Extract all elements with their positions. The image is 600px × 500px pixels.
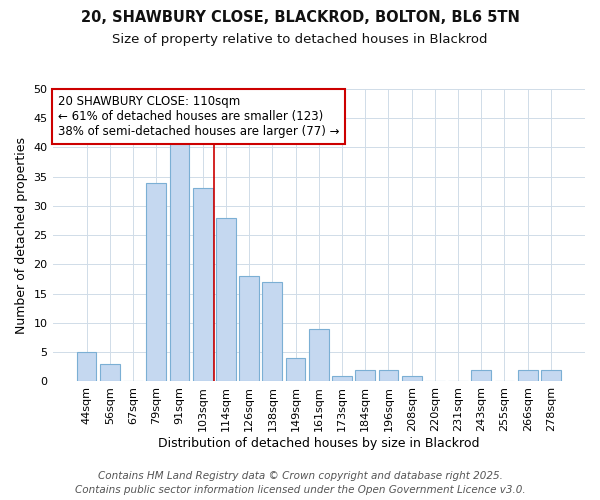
Bar	[472, 370, 491, 382]
Bar	[239, 276, 259, 382]
Text: Contains HM Land Registry data © Crown copyright and database right 2025.
Contai: Contains HM Land Registry data © Crown c…	[74, 471, 526, 495]
Bar	[286, 358, 305, 382]
Bar	[77, 352, 97, 382]
Bar	[146, 182, 166, 382]
Bar	[262, 282, 282, 382]
Text: 20 SHAWBURY CLOSE: 110sqm
← 61% of detached houses are smaller (123)
38% of semi: 20 SHAWBURY CLOSE: 110sqm ← 61% of detac…	[58, 95, 340, 138]
Bar	[100, 364, 119, 382]
Bar	[402, 376, 422, 382]
Bar	[170, 136, 190, 382]
Text: Size of property relative to detached houses in Blackrod: Size of property relative to detached ho…	[112, 32, 488, 46]
Text: 20, SHAWBURY CLOSE, BLACKROD, BOLTON, BL6 5TN: 20, SHAWBURY CLOSE, BLACKROD, BOLTON, BL…	[80, 10, 520, 25]
Bar	[518, 370, 538, 382]
Bar	[309, 329, 329, 382]
Bar	[355, 370, 375, 382]
Bar	[541, 370, 561, 382]
Bar	[216, 218, 236, 382]
Y-axis label: Number of detached properties: Number of detached properties	[15, 136, 28, 334]
Bar	[332, 376, 352, 382]
Bar	[193, 188, 212, 382]
Bar	[379, 370, 398, 382]
X-axis label: Distribution of detached houses by size in Blackrod: Distribution of detached houses by size …	[158, 437, 479, 450]
